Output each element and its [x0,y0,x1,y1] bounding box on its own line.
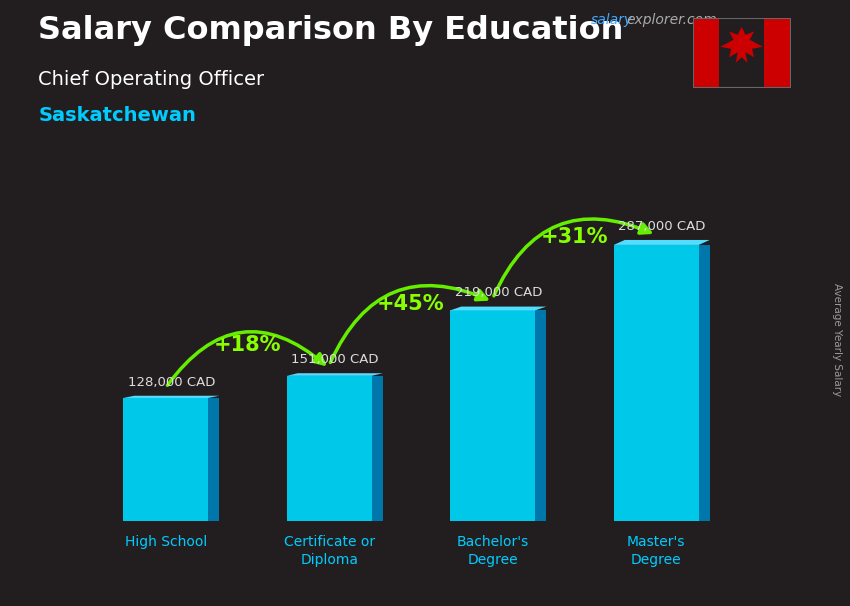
Bar [699,245,710,521]
FancyArrowPatch shape [331,285,486,362]
Text: 287,000 CAD: 287,000 CAD [618,220,705,233]
Polygon shape [614,240,710,245]
Bar [208,398,219,521]
FancyArrowPatch shape [167,331,324,385]
Text: Saskatchewan: Saskatchewan [38,106,196,125]
Bar [614,245,699,521]
Polygon shape [450,307,547,310]
Text: 128,000 CAD: 128,000 CAD [128,376,215,388]
FancyArrowPatch shape [494,219,650,296]
Bar [371,376,382,521]
Bar [123,398,208,521]
Text: 151,000 CAD: 151,000 CAD [291,353,378,366]
Text: 219,000 CAD: 219,000 CAD [455,287,542,299]
Text: +45%: +45% [377,293,445,313]
Polygon shape [123,396,219,398]
Bar [286,376,371,521]
Text: Average Yearly Salary: Average Yearly Salary [832,283,842,396]
Text: explorer.com: explorer.com [626,13,717,27]
Bar [450,310,536,521]
Text: Salary Comparison By Education: Salary Comparison By Education [38,15,624,46]
Bar [536,310,547,521]
Bar [693,18,719,88]
Text: Chief Operating Officer: Chief Operating Officer [38,70,264,88]
Bar [764,18,790,88]
Text: +18%: +18% [213,335,281,355]
Polygon shape [286,373,383,376]
Text: salary: salary [591,13,633,27]
Text: +31%: +31% [541,227,609,247]
Polygon shape [721,27,762,63]
